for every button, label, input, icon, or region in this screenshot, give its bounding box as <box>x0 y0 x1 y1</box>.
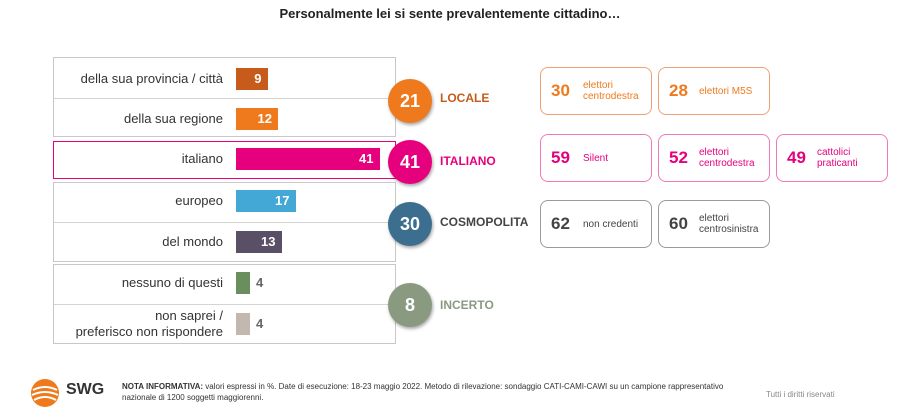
card-value: 52 <box>669 148 688 167</box>
card-description-line: elettori M5S <box>699 85 753 97</box>
row-label: europeo <box>175 193 223 208</box>
bar-value-label: 4 <box>256 275 264 290</box>
card-description-line: elettori <box>699 213 730 224</box>
category-group-box <box>53 264 396 344</box>
card-description: elettori centrodestra <box>583 68 639 114</box>
row-divider <box>54 304 395 305</box>
row-divider <box>54 222 395 223</box>
row-label: non saprei / preferisco non rispondere <box>53 308 223 340</box>
swg-logo-text: SWG <box>66 381 105 398</box>
card-description-line: centrosinistra <box>699 224 759 235</box>
card-value: 59 <box>551 148 570 167</box>
group-total-circle: 8 <box>388 283 432 327</box>
card-description-line: elettori <box>583 80 614 91</box>
card-description: Silent <box>583 135 608 181</box>
row-label: del mondo <box>162 234 223 249</box>
bar <box>236 68 268 90</box>
voter-card: 30 elettori centrodestra <box>540 67 652 115</box>
card-description-line: praticanti <box>817 158 858 169</box>
card-description: elettori centrosinistra <box>699 201 758 247</box>
card-value: 30 <box>551 81 570 100</box>
bar <box>236 108 278 130</box>
voter-card: 59 Silent <box>540 134 652 182</box>
row-label: italiano <box>181 151 223 166</box>
chart-title: Personalmente lei si sente prevalentemen… <box>279 6 621 21</box>
card-description: elettori centrodestra <box>699 135 755 181</box>
group-total-circle: 30 <box>388 202 432 246</box>
card-description: elettori M5S <box>699 68 752 114</box>
bar <box>236 148 380 170</box>
card-description: cattolici praticanti <box>817 135 858 181</box>
bar <box>236 190 296 212</box>
row-divider <box>54 98 395 99</box>
group-total-circle: 41 <box>388 140 432 184</box>
row-label-line: preferisco non rispondere <box>75 324 223 339</box>
note-text: valori espressi in %. Date di esecuzione… <box>122 382 724 402</box>
category-group-box <box>53 57 396 137</box>
bar-value-label: 9 <box>254 71 262 86</box>
group-category-label: COSMOPOLITA <box>440 215 529 229</box>
bar-value-label: 12 <box>257 111 272 126</box>
voter-card: 28 elettori M5S <box>658 67 770 115</box>
card-description-line: non credenti <box>583 218 639 230</box>
voter-card: 52 elettori centrodestra <box>658 134 770 182</box>
voter-card: 62 non credenti <box>540 200 652 248</box>
card-value: 28 <box>669 81 688 100</box>
row-label: della sua regione <box>123 111 223 126</box>
card-description: non credenti <box>583 201 638 247</box>
card-description-line: centrodestra <box>699 158 755 169</box>
footer-note: NOTA INFORMATIVA: valori espressi in %. … <box>122 381 752 403</box>
card-description-line: centrodestra <box>583 91 639 102</box>
bar-value-label: 4 <box>256 316 264 331</box>
group-category-label: INCERTO <box>440 298 494 312</box>
card-description-line: Silent <box>583 152 609 164</box>
bar <box>236 272 250 294</box>
bar-value-label: 41 <box>359 151 374 166</box>
swg-logo-icon <box>31 379 59 407</box>
bar <box>236 231 282 253</box>
card-value: 62 <box>551 214 570 233</box>
group-category-label: LOCALE <box>440 91 490 105</box>
card-description-line: elettori <box>699 147 730 158</box>
group-total-circle: 21 <box>388 79 432 123</box>
row-label: nessuno di questi <box>121 275 223 290</box>
row-label-line: non saprei / <box>155 308 223 323</box>
group-category-label: ITALIANO <box>440 154 496 168</box>
bar <box>236 313 250 335</box>
copyright-text: Tutti i diritti riservati <box>766 390 835 399</box>
card-value: 49 <box>787 148 806 167</box>
voter-card: 49 cattolici praticanti <box>776 134 888 182</box>
bar-value-label: 13 <box>261 234 276 249</box>
card-description-line: cattolici <box>817 147 851 158</box>
row-label: della sua provincia / città <box>80 71 223 86</box>
bar-value-label: 17 <box>275 193 290 208</box>
note-label: NOTA INFORMATIVA: <box>122 382 204 391</box>
voter-card: 60 elettori centrosinistra <box>658 200 770 248</box>
card-value: 60 <box>669 214 688 233</box>
